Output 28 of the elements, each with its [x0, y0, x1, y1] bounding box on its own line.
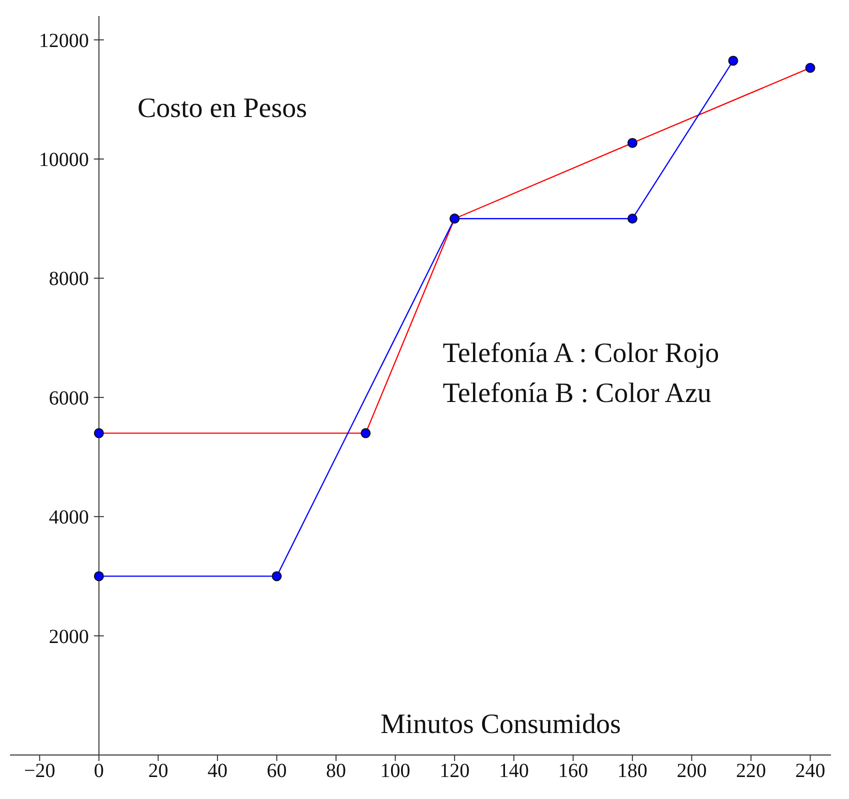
annotation: Telefonía A : Color Rojo	[442, 338, 720, 370]
y-tick-label: 2000	[48, 626, 89, 648]
x-tick-label: 0	[94, 760, 104, 782]
x-axis-title: Minutos Consumidos	[380, 709, 621, 741]
y-tick-label: 6000	[48, 387, 89, 410]
x-tick-label: 120	[440, 760, 470, 782]
x-tick-label: 100	[380, 760, 410, 782]
x-tick-label: 20	[148, 760, 168, 782]
x-tick-label: 220	[736, 760, 766, 782]
x-tick-label: 140	[498, 760, 529, 782]
y-axis-title: Costo en Pesos	[137, 93, 308, 126]
point	[627, 214, 638, 224]
x-tick-label: 60	[266, 760, 287, 782]
x-tick-label: 200	[676, 760, 707, 782]
point	[728, 56, 738, 66]
y-tick-label: 4000	[48, 506, 89, 529]
x-tick-label: −20	[24, 760, 56, 782]
point	[94, 571, 104, 582]
x-tick-label: 180	[617, 760, 648, 782]
x-tick-label: 80	[326, 760, 346, 782]
annotation: Telefonía B : Color Azu	[442, 378, 712, 410]
y-tick-label: 12000	[38, 30, 89, 52]
x-tick-label: 160	[558, 760, 588, 782]
point	[272, 571, 282, 582]
y-tick-label: 8000	[48, 268, 89, 290]
x-tick-label: 40	[207, 760, 228, 782]
x-tick-label: 240	[795, 760, 826, 782]
y-tick-label: 10000	[38, 149, 89, 172]
